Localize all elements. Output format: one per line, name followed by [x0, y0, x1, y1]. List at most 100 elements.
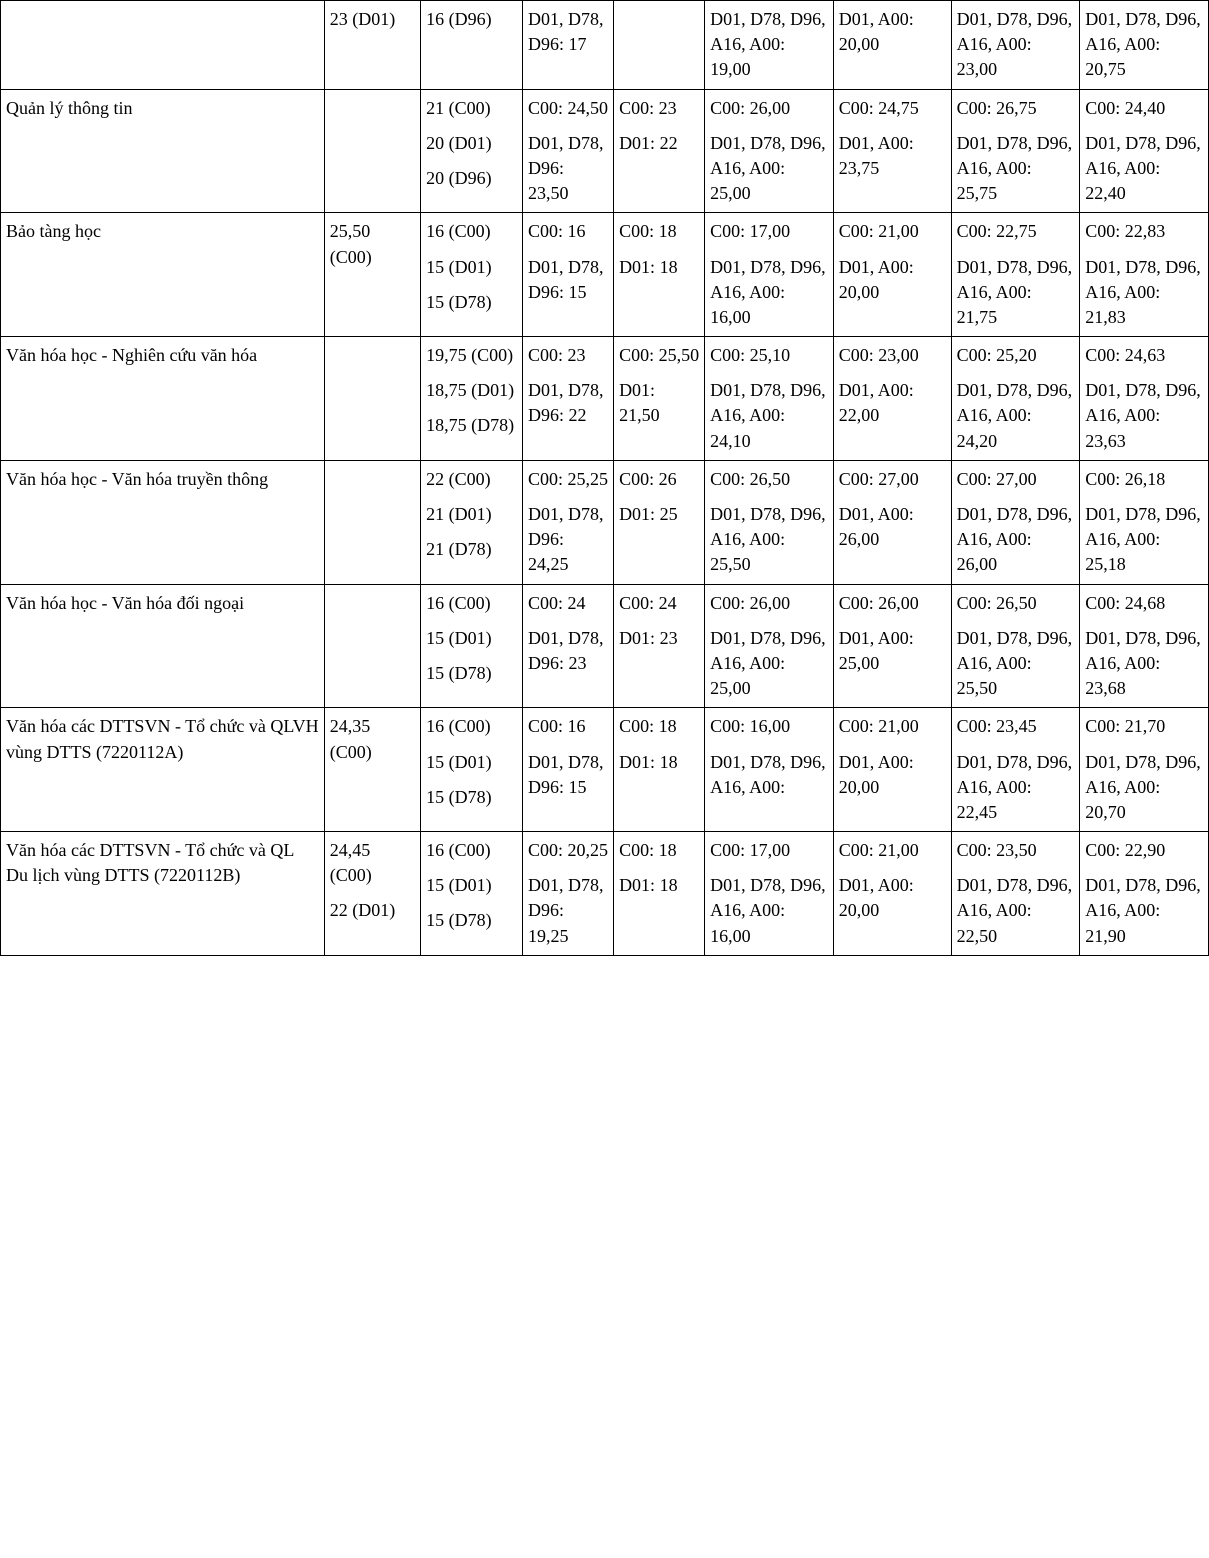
cell-line: 16 (D96) — [426, 7, 517, 32]
cell-line: D01, D78, D96, A16, A00: 25,50 — [957, 626, 1075, 702]
table-cell — [324, 460, 420, 584]
table-cell: C00: 21,70D01, D78, D96, A16, A00: 20,70 — [1080, 708, 1209, 832]
table-cell: C00: 24,68D01, D78, D96, A16, A00: 23,68 — [1080, 584, 1209, 708]
table-cell: C00: 23D01: 22 — [614, 89, 705, 213]
cell-line: D01, D78, D96: 22 — [528, 378, 608, 428]
table-row: Văn hóa các DTTSVN - Tổ chức và QL Du lị… — [1, 832, 1209, 956]
table-cell: 24,35 (C00) — [324, 708, 420, 832]
cell-line: 15 (D01) — [426, 255, 517, 280]
cell-line: C00: 27,00 — [839, 467, 946, 492]
cell-line: D01: 25 — [619, 502, 699, 527]
table-row: Bảo tàng học25,50 (C00)16 (C00)15 (D01)1… — [1, 213, 1209, 337]
cell-line: D01, A00: 22,00 — [839, 378, 946, 428]
cell-line: D01, D78, D96: 23 — [528, 626, 608, 676]
cell-line: D01, D78, D96: 24,25 — [528, 502, 608, 578]
cell-line: D01, D78, D96, A16, A00: 20,75 — [1085, 7, 1203, 83]
cell-line: D01, A00: 23,75 — [839, 131, 946, 181]
cell-line: 15 (D01) — [426, 626, 517, 651]
cell-line: 16 (C00) — [426, 838, 517, 863]
table-cell: C00: 25,10D01, D78, D96, A16, A00: 24,10 — [705, 337, 834, 461]
table-cell: D01, D78, D96, A16, A00: 20,75 — [1080, 1, 1209, 90]
cell-line: 24,35 (C00) — [330, 714, 415, 764]
table-cell: Quản lý thông tin — [1, 89, 325, 213]
table-cell: C00: 23,45D01, D78, D96, A16, A00: 22,45 — [951, 708, 1080, 832]
cell-line: C00: 17,00 — [710, 838, 828, 863]
table-cell: C00: 24,75 D01, A00: 23,75 — [833, 89, 951, 213]
table-cell: C00: 24D01: 23 — [614, 584, 705, 708]
cell-line: D01, D78, D96, A16, A00: 25,18 — [1085, 502, 1203, 578]
table-cell: C00: 23D01, D78, D96: 22 — [522, 337, 613, 461]
table-row: Văn hóa học - Văn hóa đối ngoại 16 (C00) 1… — [1, 584, 1209, 708]
table-cell — [324, 337, 420, 461]
cell-line: D01, D78, D96, A16, A00: 19,00 — [710, 7, 828, 83]
cell-line: C00: 22,90 — [1085, 838, 1203, 863]
table-cell: C00: 21,00D01, A00: 20,00 — [833, 832, 951, 956]
cell-line: 16 (C00) — [426, 591, 517, 616]
table-row: 23 (D01) 16 (D96) D01, D78, D96: 17 D01, D7… — [1, 1, 1209, 90]
cell-line: D01, D78, D96: 17 — [528, 7, 608, 57]
cell-line: C00: 21,70 — [1085, 714, 1203, 739]
cell-line: D01, D78, D96, A16, A00: 25,50 — [710, 502, 828, 578]
cell-line: Bảo tàng học — [6, 219, 319, 244]
cell-line: D01, D78, D96, A16, A00: 24,20 — [957, 378, 1075, 454]
cell-line: C00: 24,50 — [528, 96, 608, 121]
table-cell: C00: 22,75D01, D78, D96, A16, A00: 21,75 — [951, 213, 1080, 337]
cell-line: D01, D78, D96, A16, A00: 26,00 — [957, 502, 1075, 578]
table-cell: C00: 24,40D01, D78, D96, A16, A00: 22,40 — [1080, 89, 1209, 213]
cell-line: C00: 24,63 — [1085, 343, 1203, 368]
cell-line: D01, D78, D96: 19,25 — [528, 873, 608, 949]
cell-line: 22 (C00) — [426, 467, 517, 492]
cell-line: 16 (C00) — [426, 714, 517, 739]
cell-line: Văn hóa học - Văn hóa truyền thông — [6, 467, 319, 492]
table-cell: C00: 22,83 D01, D78, D96, A16, A00: 21,83 — [1080, 213, 1209, 337]
cell-line: D01, D78, D96, A16, A00: 23,00 — [957, 7, 1075, 83]
cell-line: C00: 20,25 — [528, 838, 608, 863]
cell-line: D01, D78, D96, A16, A00: 25,75 — [957, 131, 1075, 207]
table-cell: Bảo tàng học — [1, 213, 325, 337]
table-cell: C00: 20,25 D01, D78, D96: 19,25 — [522, 832, 613, 956]
cell-line: Quản lý thông tin — [6, 96, 319, 121]
cell-line: C00: 26,50 — [710, 467, 828, 492]
table-cell: C00: 24,50D01, D78, D96: 23,50 — [522, 89, 613, 213]
table-cell: 16 (C00)15 (D01)15 (D78) — [421, 708, 523, 832]
table-cell: D01, D78, D96: 17 — [522, 1, 613, 90]
cell-line: D01, D78, D96, A16, A00: 22,45 — [957, 750, 1075, 826]
cell-line: D01, D78, D96, A16, A00: 16,00 — [710, 255, 828, 331]
cell-line: C00: 24 — [528, 591, 608, 616]
cell-line: D01: 18 — [619, 873, 699, 898]
table-cell: C00: 16,00D01, D78, D96, A16, A00: — [705, 708, 834, 832]
cell-line: 15 (D78) — [426, 661, 517, 686]
table-row: Văn hóa học - Văn hóa truyền thông 22 (C0… — [1, 460, 1209, 584]
cell-line: C00: 26,00 — [839, 591, 946, 616]
cell-line: C00: 26,18 — [1085, 467, 1203, 492]
table-cell: C00: 24 D01, D78, D96: 23 — [522, 584, 613, 708]
table-cell: C00: 25,20D01, D78, D96, A16, A00: 24,20 — [951, 337, 1080, 461]
cell-line: C00: 25,10 — [710, 343, 828, 368]
cell-line: 15 (D78) — [426, 785, 517, 810]
cell-line: C00: 22,83 — [1085, 219, 1203, 244]
cell-line: D01, A00: 20,00 — [839, 873, 946, 923]
table-cell: C00: 26,50 D01, D78, D96, A16, A00: 25,50 — [705, 460, 834, 584]
cell-line: Văn hóa học - Văn hóa đối ngoại — [6, 591, 319, 616]
table-cell: C00: 18D01: 18 — [614, 708, 705, 832]
cell-line: 16 (C00) — [426, 219, 517, 244]
cell-line: C00: 16 — [528, 219, 608, 244]
cell-line: 20 (D96) — [426, 166, 517, 191]
cell-line: C00: 26,00 — [710, 591, 828, 616]
cell-line: D01, D78, D96, A16, A00: 22,50 — [957, 873, 1075, 949]
cell-line: 20 (D01) — [426, 131, 517, 156]
table-cell: C00: 26,00D01, D78, D96, A16, A00: 25,00 — [705, 584, 834, 708]
table-cell — [324, 584, 420, 708]
table-cell: C00: 26D01: 25 — [614, 460, 705, 584]
table-cell: C00: 27,00D01, D78, D96, A16, A00: 26,00 — [951, 460, 1080, 584]
table-cell: 19,75 (C00)18,75 (D01)18,75 (D78) — [421, 337, 523, 461]
table-cell: D01, A00: 20,00 — [833, 1, 951, 90]
cell-line: 23 (D01) — [330, 7, 415, 32]
cell-line: D01, D78, D96, A16, A00: — [710, 750, 828, 800]
cell-line: C00: 24,75 — [839, 96, 946, 121]
table-cell: C00: 25,50D01: 21,50 — [614, 337, 705, 461]
cell-line: C00: 17,00 — [710, 219, 828, 244]
cell-line: D01, D78, D96, A16, A00: 21,83 — [1085, 255, 1203, 331]
cell-line: D01, D78, D96, A16, A00: 16,00 — [710, 873, 828, 949]
cell-line: C00: 18 — [619, 714, 699, 739]
